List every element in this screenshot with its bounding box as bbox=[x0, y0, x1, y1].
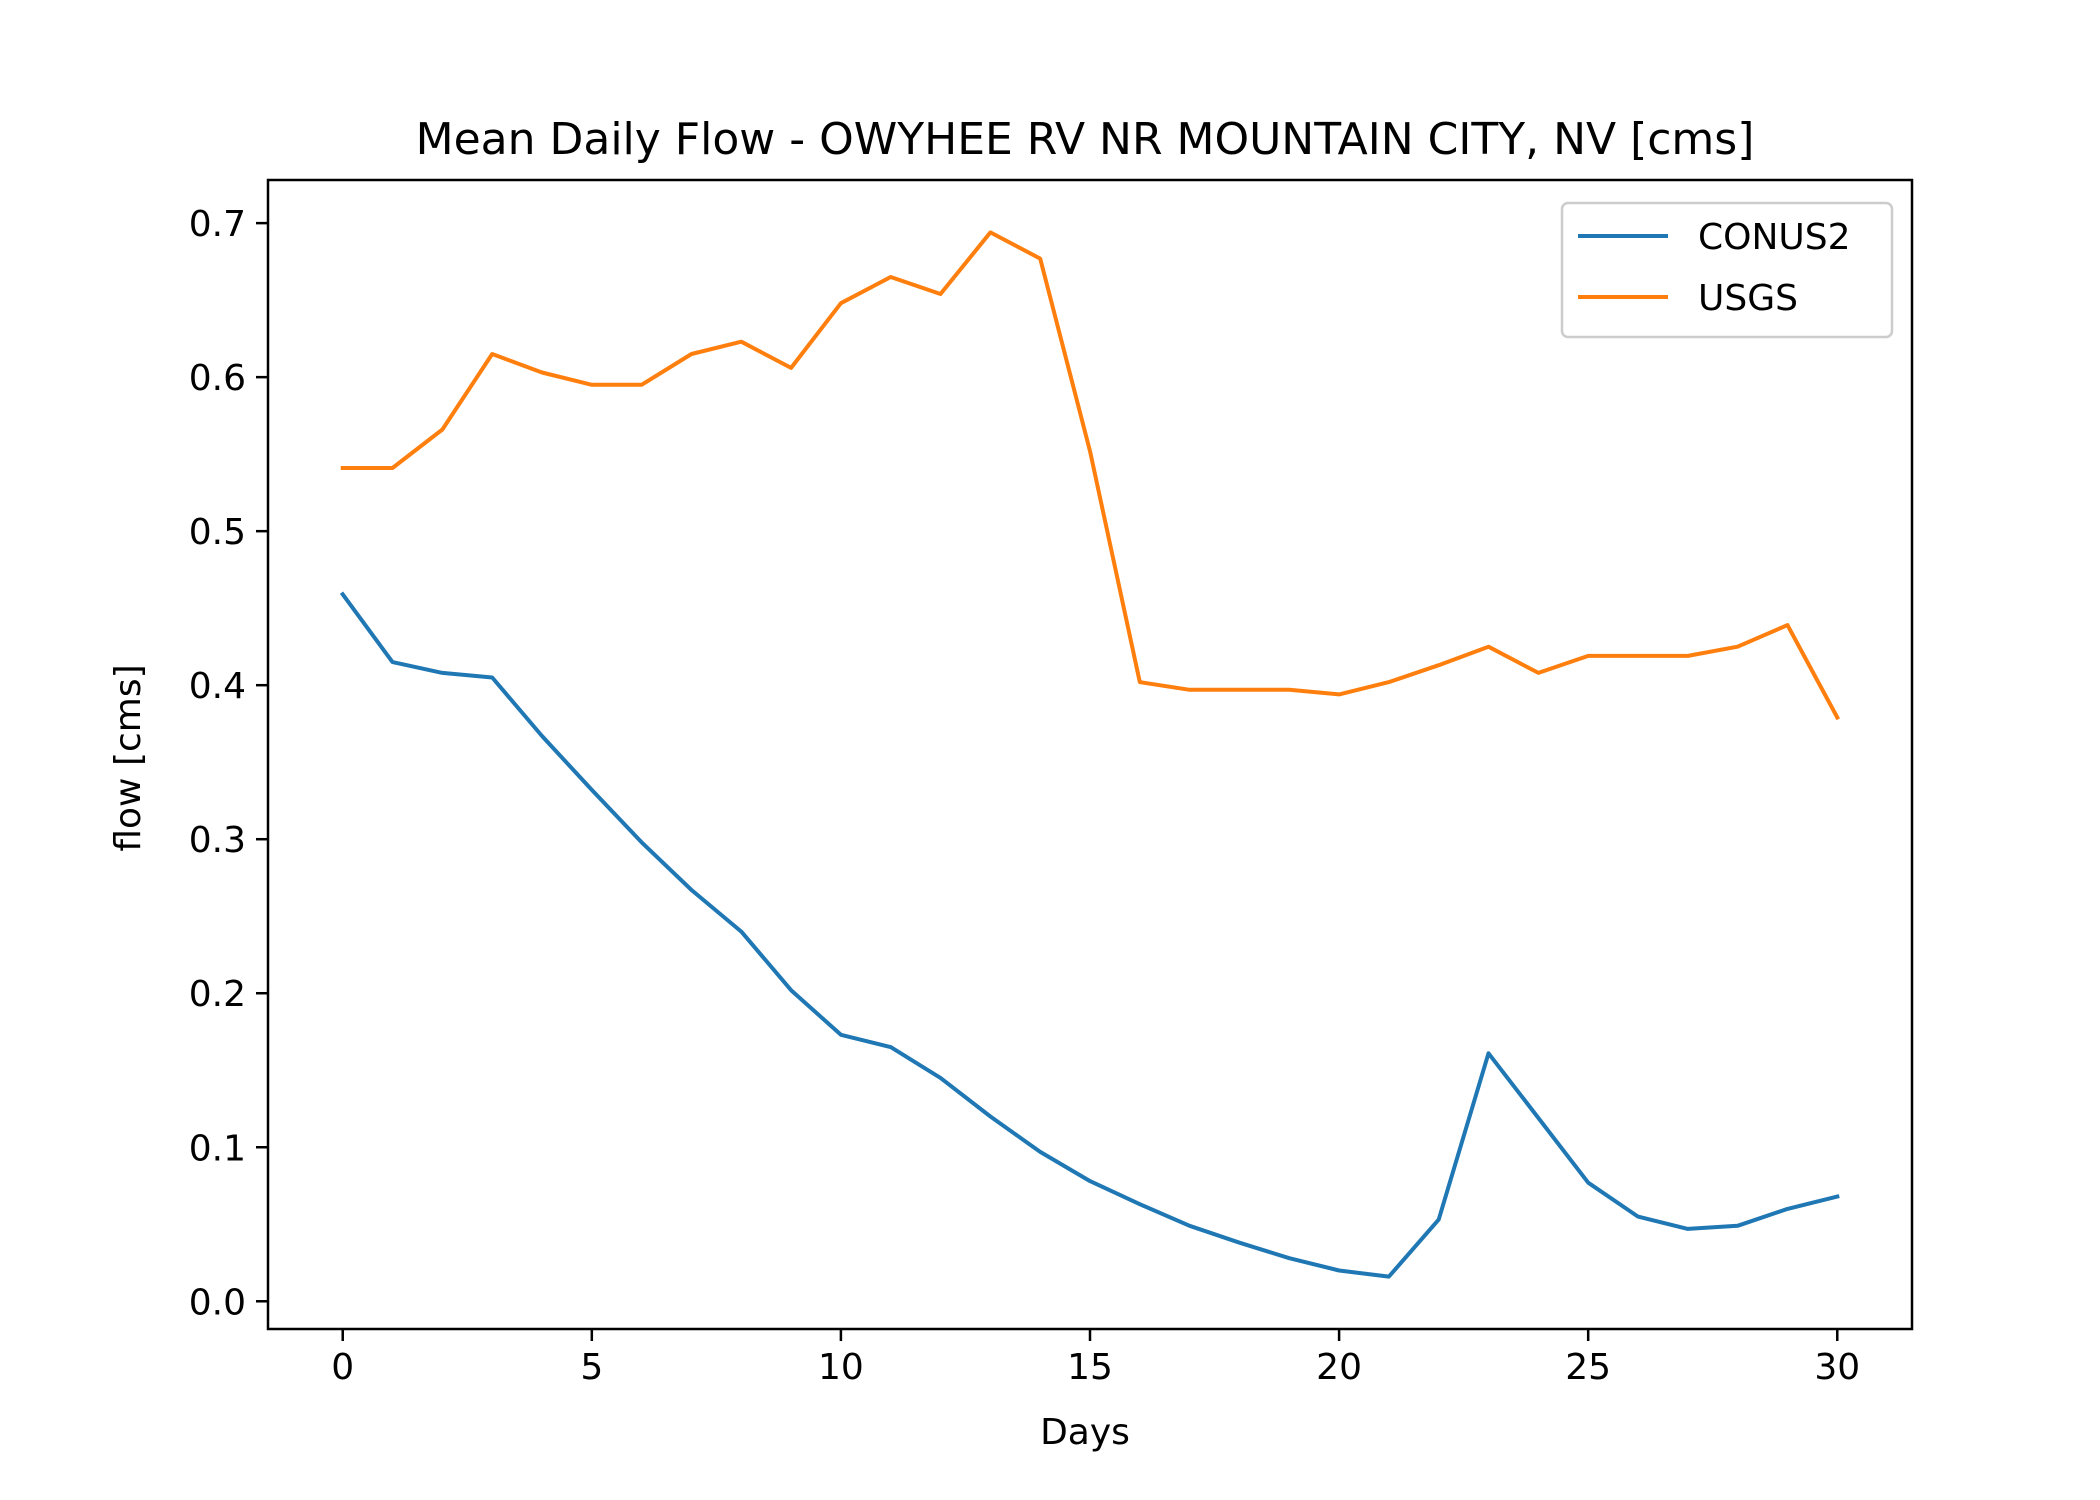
x-tick-label: 15 bbox=[1067, 1347, 1113, 1388]
y-tick-label: 0.5 bbox=[189, 512, 246, 553]
y-tick-label: 0.7 bbox=[189, 204, 246, 245]
x-tick-label: 10 bbox=[818, 1347, 864, 1388]
plot-area: 0 5 10 15 20 25 30 0.0 0.1 0.2 0.3 0.4 0.5 0.6 0.7 bbox=[189, 178, 1914, 1388]
y-tick-label: 0.0 bbox=[189, 1282, 246, 1323]
x-tick-label: 5 bbox=[580, 1347, 603, 1388]
y-tick-label: 0.6 bbox=[189, 358, 246, 399]
x-tick-label: 25 bbox=[1565, 1347, 1611, 1388]
y-axis-label: flow [cms] bbox=[108, 664, 149, 851]
x-axis-label: Days bbox=[1040, 1412, 1130, 1453]
legend-label-conus2: CONUS2 bbox=[1698, 217, 1851, 258]
series-line-usgs bbox=[340, 230, 1841, 721]
y-tick-label: 0.3 bbox=[189, 820, 246, 861]
legend: CONUS2 USGS bbox=[1560, 201, 1894, 339]
x-tick-label: 30 bbox=[1814, 1347, 1860, 1388]
chart-title: Mean Daily Flow - OWYHEE RV NR MOUNTAIN … bbox=[416, 114, 1755, 165]
legend-label-usgs: USGS bbox=[1698, 278, 1798, 319]
y-tick-label: 0.2 bbox=[189, 974, 246, 1015]
y-tick-label: 0.4 bbox=[189, 666, 246, 707]
x-tick-label: 20 bbox=[1316, 1347, 1362, 1388]
x-tick-label: 0 bbox=[331, 1347, 354, 1388]
series-line-conus2 bbox=[339, 591, 1840, 1279]
y-tick-label: 0.1 bbox=[189, 1128, 246, 1169]
